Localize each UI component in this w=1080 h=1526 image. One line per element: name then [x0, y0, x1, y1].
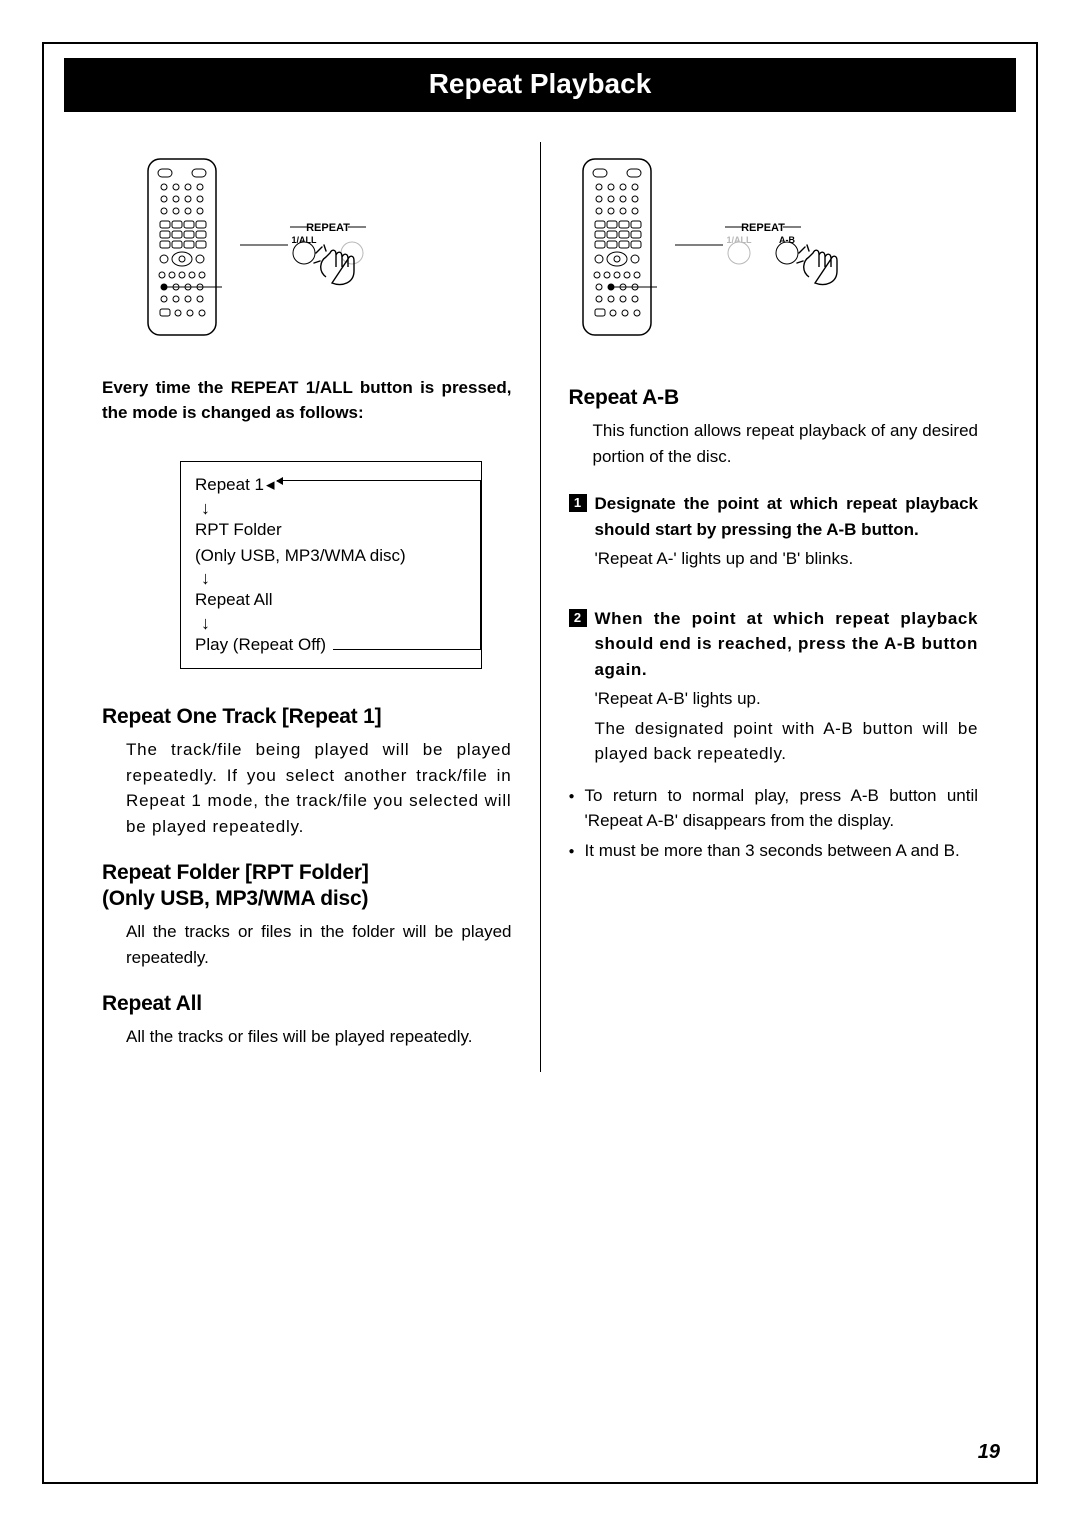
section-body: This function allows repeat playback of …: [569, 418, 979, 469]
arrow-left-icon: ◂: [266, 472, 275, 498]
step-number-icon: 2: [569, 609, 587, 627]
list-item: To return to normal play, press A-B butt…: [569, 783, 979, 834]
list-item: It must be more than 3 seconds between A…: [569, 838, 979, 864]
remote-figure-right: REPEAT 1/ALL A-B: [569, 142, 979, 352]
section-heading: Repeat Folder [RPT Folder]: [102, 861, 512, 885]
step-heading-text: When the point at which repeat playback …: [595, 606, 979, 683]
section-body: The track/file being played will be play…: [102, 737, 512, 839]
remote-figure-left: REPEAT 1/ALL: [102, 142, 512, 352]
flow-item: Repeat All: [195, 590, 273, 609]
step-body: 'Repeat A-B' lights up.: [569, 686, 979, 712]
flow-line-bottom: [333, 649, 481, 650]
mode-flow-diagram: Repeat 1◂ ↓ RPT Folder (Only USB, MP3/WM…: [180, 461, 482, 669]
button-callout-icon: REPEAT 1/ALL: [240, 197, 430, 297]
intro-text: Every time the REPEAT 1/ALL button is pr…: [102, 376, 512, 425]
step-heading: 2 When the point at which repeat playbac…: [569, 606, 979, 683]
step-heading: 1 Designate the point at which repeat pl…: [569, 491, 979, 542]
page-frame: Repeat Playback: [42, 42, 1038, 1484]
content-columns: REPEAT 1/ALL Every time the REPEAT 1/ALL…: [44, 112, 1036, 1072]
button-callout-icon: REPEAT 1/ALL A-B: [675, 197, 865, 297]
flow-arrow-back: [277, 480, 481, 481]
flow-line-right: [480, 480, 481, 650]
remote-icon: [577, 157, 657, 337]
section-heading: Repeat All: [102, 992, 512, 1016]
flow-item-note: (Only USB, MP3/WMA disc): [195, 546, 406, 565]
right-column: REPEAT 1/ALL A-B Repeat A-B This functio…: [541, 142, 997, 1072]
remote-icon: [142, 157, 222, 337]
page-number: 19: [978, 1441, 1000, 1464]
step-2: 2 When the point at which repeat playbac…: [569, 606, 979, 767]
step-body: 'Repeat A-' lights up and 'B' blinks.: [569, 546, 979, 572]
left-column: REPEAT 1/ALL Every time the REPEAT 1/ALL…: [84, 142, 541, 1072]
flow-item: RPT Folder: [195, 520, 282, 539]
arrow-down-icon: ↓: [201, 499, 467, 517]
section-heading: Repeat One Track [Repeat 1]: [102, 705, 512, 729]
arrow-down-icon: ↓: [201, 569, 467, 587]
flow-item: Play (Repeat Off): [195, 635, 326, 654]
section-body: All the tracks or files will be played r…: [102, 1024, 512, 1050]
step-number-icon: 1: [569, 494, 587, 512]
flow-item: Repeat 1: [195, 475, 264, 494]
remote-label: REPEAT: [306, 222, 350, 234]
section-heading: (Only USB, MP3/WMA disc): [102, 887, 512, 911]
section-heading: Repeat A-B: [569, 386, 979, 410]
hand-icon: [797, 245, 837, 285]
list-item-text: To return to normal play, press A-B butt…: [585, 783, 978, 834]
page-title: Repeat Playback: [64, 58, 1016, 112]
section-body: All the tracks or files in the folder wi…: [102, 919, 512, 970]
remote-label: REPEAT: [741, 222, 785, 234]
step-1: 1 Designate the point at which repeat pl…: [569, 491, 979, 572]
step-body: The designated point with A-B button wil…: [569, 716, 979, 767]
notes-list: To return to normal play, press A-B butt…: [569, 783, 979, 864]
step-heading-text: Designate the point at which repeat play…: [595, 491, 979, 542]
arrow-down-icon: ↓: [201, 614, 467, 632]
list-item-text: It must be more than 3 seconds between A…: [585, 838, 978, 864]
